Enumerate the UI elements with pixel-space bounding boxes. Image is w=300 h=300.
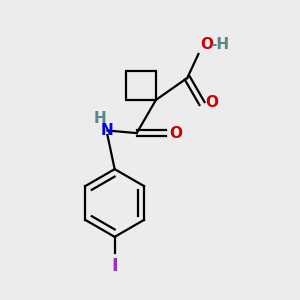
Text: H: H xyxy=(94,111,106,126)
Text: N: N xyxy=(101,123,114,138)
Text: O: O xyxy=(206,94,218,110)
Text: I: I xyxy=(111,257,118,275)
Text: -H: -H xyxy=(210,38,229,52)
Text: O: O xyxy=(200,38,213,52)
Text: O: O xyxy=(170,126,183,141)
